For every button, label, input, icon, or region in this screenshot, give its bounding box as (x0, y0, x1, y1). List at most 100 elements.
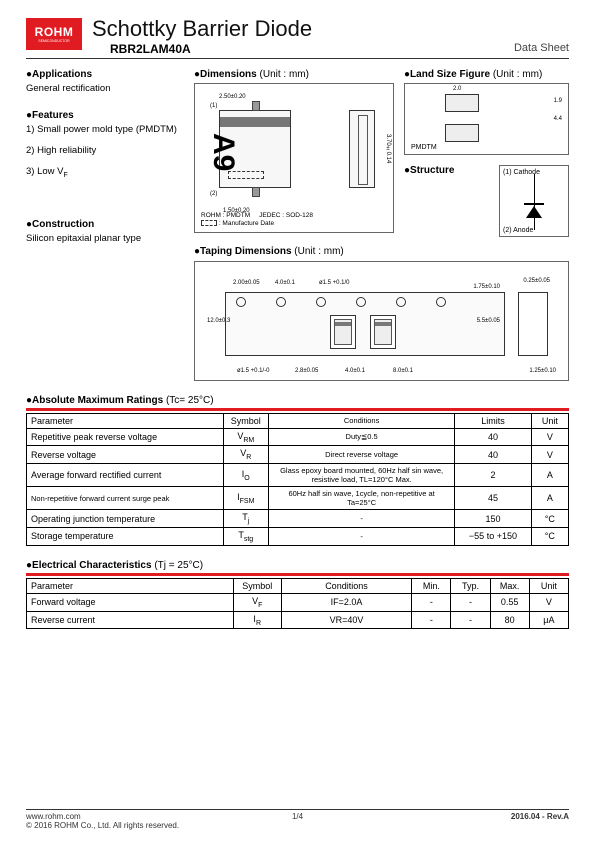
sprocket-hole (236, 297, 246, 307)
tape-d3: ø1.5 +0.1/0 (319, 280, 350, 286)
diode-wire (534, 174, 535, 230)
features-heading: ●Features (26, 110, 184, 121)
col-symbol: Symbol (233, 578, 281, 593)
diode-cathode-bar (524, 203, 544, 205)
top-grid: ●Applications General rectification ●Fea… (26, 69, 569, 246)
logo-brand: ROHM (35, 25, 74, 39)
red-divider (26, 408, 569, 411)
taping-heading-text: ●Taping Dimensions (194, 246, 292, 257)
structure-drawing: (1) Cathode (2) Anode (499, 165, 569, 237)
tape-d1: 2.00±0.05 (233, 280, 260, 286)
table-row: Reverse currentIRVR=40V--80μA (27, 611, 569, 629)
tape-side-view (518, 292, 548, 356)
land-drawing: 2.0 1.9 4.4 PMDTM (404, 83, 569, 155)
land-unit: (Unit : mm) (490, 69, 542, 80)
abs-max-heading: ●Absolute Maximum Ratings (Tc= 25°C) (26, 395, 569, 406)
col-conditions: Conditions (281, 578, 412, 593)
table-row: Non-repetitive forward current surge pea… (27, 487, 569, 510)
date-legend-icon (201, 220, 217, 226)
anode-label: (2) Anode (503, 227, 533, 234)
land-heading: ●Land Size Figure (Unit : mm) (404, 69, 569, 80)
taping-drawing: 2.00±0.05 4.0±0.1 ø1.5 +0.1/0 1.75±0.10 … (194, 261, 569, 381)
col-parameter: Parameter (27, 413, 224, 428)
package-marking: A9 (206, 133, 240, 171)
applications-heading: ●Applications (26, 69, 184, 80)
table-row: Average forward rectified currentIOGlass… (27, 464, 569, 487)
col-min: Min. (412, 578, 451, 593)
rohm-logo: ROHM SEMICONDUCTOR (26, 18, 82, 50)
sprocket-hole (316, 297, 326, 307)
abs-max-table: Parameter Symbol Conditions Limits Unit … (26, 413, 569, 546)
right-column: ●Land Size Figure (Unit : mm) 2.0 1.9 4.… (404, 69, 569, 246)
col-conditions: Conditions (269, 413, 455, 428)
feature-2: 2) High reliability (26, 145, 184, 156)
taping-unit: (Unit : mm) (292, 246, 344, 257)
dimensions-heading-text: ●Dimensions (194, 69, 257, 80)
header-bar: ROHM SEMICONDUCTOR Schottky Barrier Diod… (26, 18, 569, 59)
construction-text: Silicon epitaxial planar type (26, 233, 184, 246)
dimensions-notes: ROHM : PMDTM JEDEC : SOD-128 : Manufactu… (201, 212, 313, 228)
side-view-inner (358, 115, 368, 185)
feature-1: 1) Small power mold type (PMDTM) (26, 124, 184, 135)
abs-max-header-row: Parameter Symbol Conditions Limits Unit (27, 413, 569, 428)
footer-copyright: © 2016 ROHM Co., Ltd. All rights reserve… (26, 821, 179, 830)
sprocket-hole (436, 297, 446, 307)
structure-row: ●Structure (1) Cathode (2) Anode (404, 165, 569, 237)
left-column: ●Applications General rectification ●Fea… (26, 69, 184, 246)
elec-heading: ●Electrical Characteristics (Tj = 25°C) (26, 560, 569, 571)
land-h1: 1.9 (554, 98, 562, 104)
dimensions-drawing: 2.50±0.20 A9 (1) (2) 1.50±0.20 3.70±0.14… (194, 83, 394, 233)
sheet-label: Data Sheet (514, 42, 569, 54)
tape-d7: 5.5±0.05 (477, 318, 500, 324)
elec-header-row: Parameter Symbol Conditions Min. Typ. Ma… (27, 578, 569, 593)
dim-top-label: 2.50±0.20 (219, 94, 246, 100)
package-outline: A9 (1) (2) (219, 110, 291, 188)
dim-height-label: 3.70±0.14 (385, 134, 391, 163)
tape-pocket (370, 315, 396, 349)
tape-d2: 4.0±0.1 (275, 280, 295, 286)
abs-max-cond: (Tc= 25°C) (163, 395, 213, 406)
col-unit: Unit (531, 413, 568, 428)
title-area: Schottky Barrier Diode RBR2LAM40A (92, 18, 514, 56)
land-w: 2.0 (453, 86, 461, 92)
manufacture-date-box (228, 171, 264, 179)
tape-d5: 0.25±0.05 (523, 278, 550, 284)
dimensions-unit: (Unit : mm) (257, 69, 309, 80)
construction-heading: ●Construction (26, 219, 184, 230)
elec-heading-text: ●Electrical Characteristics (26, 560, 152, 571)
table-row: Operating junction temperatureTj-150°C (27, 510, 569, 528)
sprocket-hole (356, 297, 366, 307)
col-symbol: Symbol (223, 413, 269, 428)
pkg-note-3: : Manufacture Date (219, 220, 274, 227)
land-gap: 4.4 (554, 116, 562, 122)
tape-d11: 8.0±0.1 (393, 368, 413, 374)
pin-1 (252, 101, 260, 111)
tape-strip (225, 292, 505, 356)
taping-heading: ●Taping Dimensions (Unit : mm) (194, 246, 569, 257)
pkg-note-2: JEDEC : SOD-128 (259, 212, 313, 219)
col-unit: Unit (529, 578, 568, 593)
land-pkg-label: PMDTM (411, 144, 437, 151)
dimensions-heading: ●Dimensions (Unit : mm) (194, 69, 394, 80)
pin-1-label: (1) (210, 103, 217, 109)
pin-2-label: (2) (210, 191, 217, 197)
doc-title: Schottky Barrier Diode (92, 18, 514, 40)
tape-d12: 1.25±0.10 (529, 368, 556, 374)
structure-heading: ●Structure (404, 165, 491, 176)
footer-page: 1/4 (26, 812, 569, 821)
elec-cond: (Tj = 25°C) (152, 560, 204, 571)
abs-max-table-wrap: Parameter Symbol Conditions Limits Unit … (26, 413, 569, 546)
applications-text: General rectification (26, 83, 184, 96)
col-parameter: Parameter (27, 578, 234, 593)
tape-d4: 1.75±0.10 (473, 284, 500, 290)
land-heading-text: ●Land Size Figure (404, 69, 490, 80)
feature-3: 3) Low VF (26, 166, 184, 179)
col-typ: Typ. (451, 578, 490, 593)
elec-table: Parameter Symbol Conditions Min. Typ. Ma… (26, 578, 569, 630)
diode-triangle-icon (526, 206, 542, 218)
mid-column: ●Dimensions (Unit : mm) 2.50±0.20 A9 (1)… (194, 69, 394, 246)
col-max: Max. (490, 578, 529, 593)
logo-tagline: SEMICONDUCTOR (38, 39, 69, 43)
table-row: Repetitive peak reverse voltageVRMDuty≦0… (27, 428, 569, 446)
pkg-note-1: ROHM : PMDTM (201, 212, 250, 219)
